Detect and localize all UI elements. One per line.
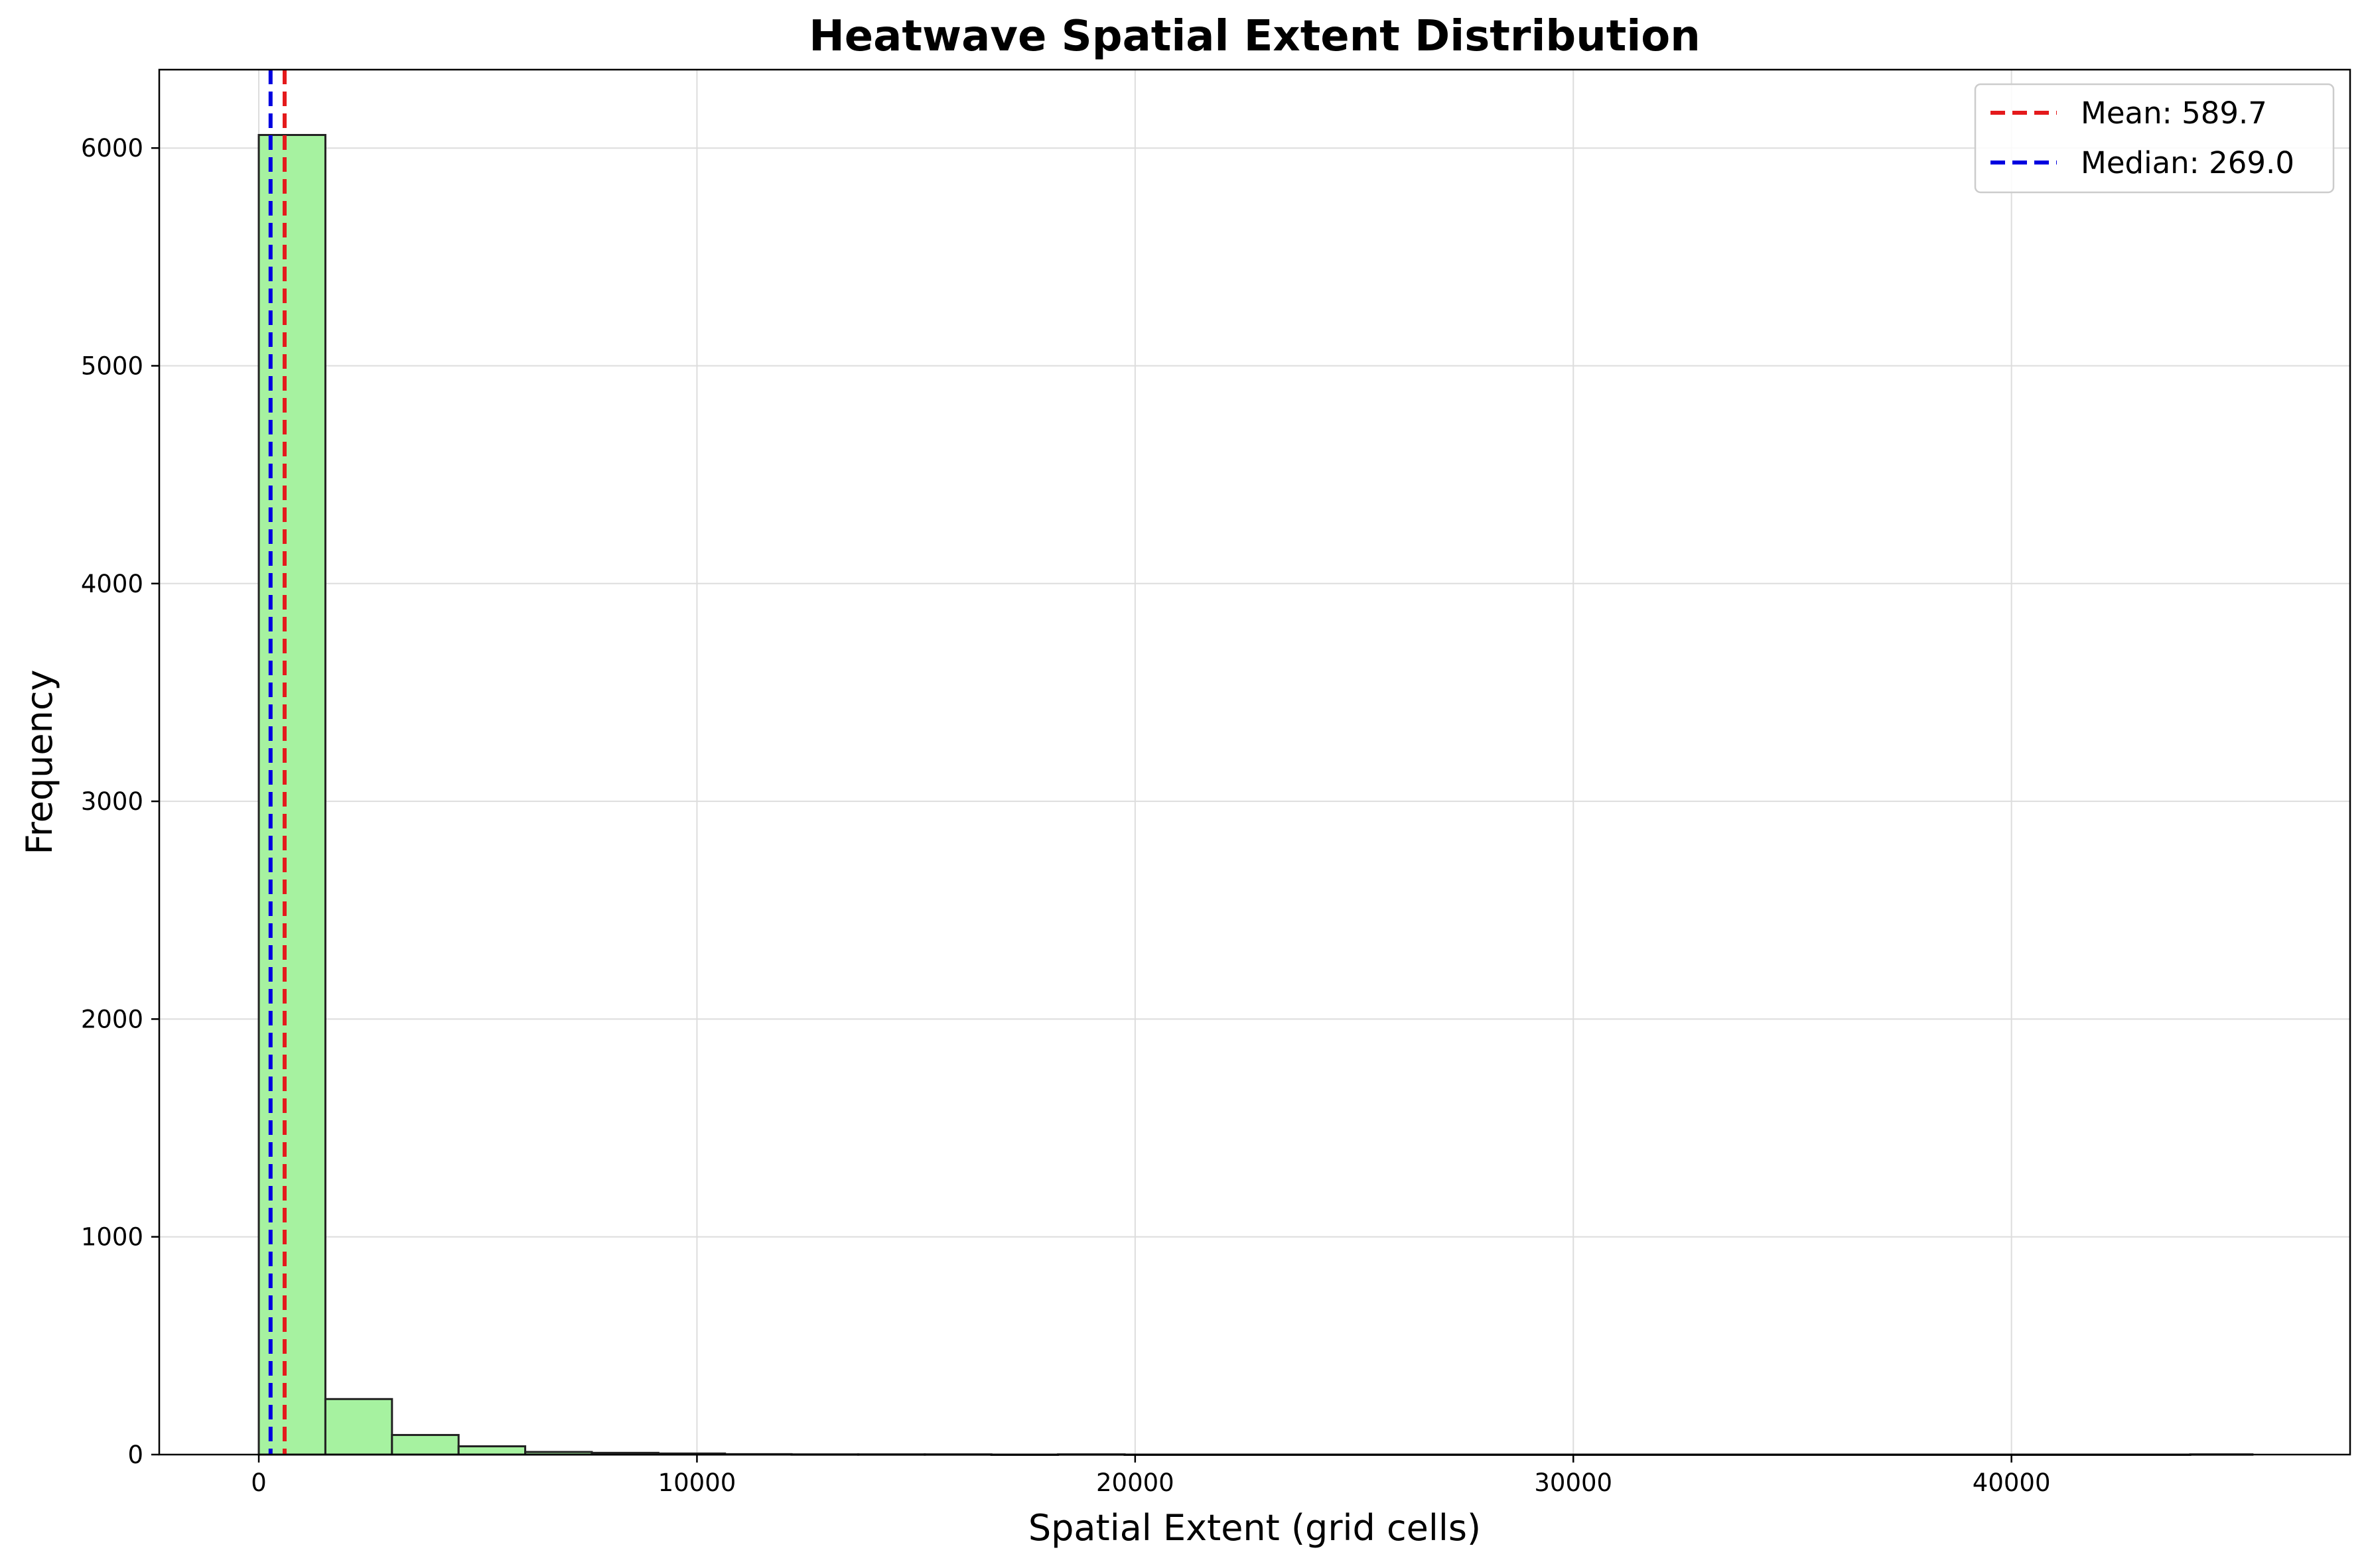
- x-axis-ticks: 0 10000 20000 30000 40000: [251, 1455, 2050, 1497]
- y-tick-label: 1000: [81, 1223, 143, 1252]
- y-axis-label: Frequency: [19, 670, 60, 855]
- x-tick-label: 10000: [658, 1469, 736, 1497]
- x-tick-label: 20000: [1096, 1469, 1174, 1497]
- reference-lines: [268, 70, 287, 1455]
- y-tick-label: 6000: [81, 134, 143, 163]
- histogram-bar: [324, 1398, 393, 1456]
- histogram-bar: [391, 1433, 460, 1456]
- legend-box: [1974, 83, 2335, 194]
- legend-median-label: Median: 269.0: [2081, 145, 2294, 180]
- x-tick-label: 30000: [1534, 1469, 1612, 1497]
- x-axis-label: Spatial Extent (grid cells): [1028, 1507, 1481, 1549]
- y-tick-label: 2000: [81, 1005, 143, 1033]
- y-tick-label: 5000: [81, 352, 143, 380]
- x-tick-label: 40000: [1973, 1469, 2051, 1497]
- histogram-bar: [457, 1445, 527, 1456]
- y-axis-ticks: 0 1000 2000 3000 4000 5000 6000: [81, 134, 159, 1469]
- y-tick-label: 4000: [81, 570, 143, 598]
- plot-frame: [158, 68, 2351, 1456]
- x-tick-label: 0: [251, 1469, 267, 1497]
- legend: Mean: 589.7 Median: 269.0: [1974, 83, 2335, 194]
- y-tick-label: 3000: [81, 787, 143, 816]
- chart-title: Heatwave Spatial Extent Distribution: [809, 12, 1701, 61]
- legend-mean-label: Mean: 589.7: [2081, 96, 2267, 131]
- y-tick-label: 0: [127, 1441, 143, 1469]
